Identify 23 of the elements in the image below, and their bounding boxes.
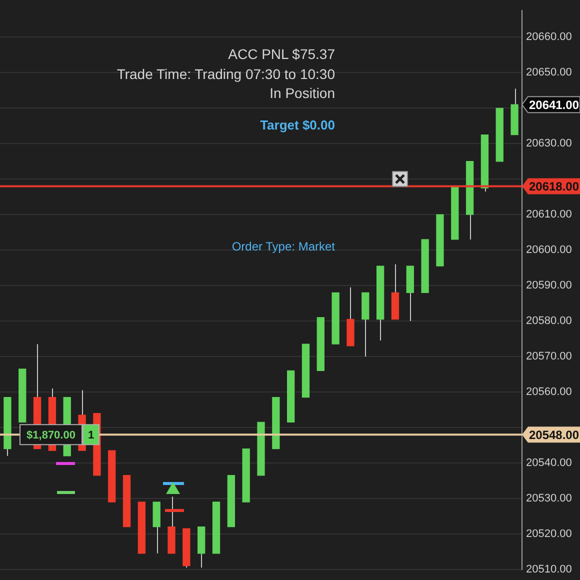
annotation: ACC PNL $75.37 [228, 46, 336, 62]
y-tick-label: 20650.00 [526, 66, 572, 79]
ref-line-label: 20618.00 [528, 180, 580, 194]
y-tick-label: 20660.00 [526, 31, 572, 44]
ref-line-label: 20548.00 [528, 428, 580, 442]
y-tick-label: 20520.00 [526, 528, 572, 540]
y-tick-label: 20570.00 [526, 350, 572, 363]
annotation: Order Type: Market [232, 239, 336, 254]
y-tick-label: 20530.00 [526, 492, 572, 504]
y-tick-label: 20610.00 [526, 208, 572, 221]
y-tick-label: 20600.00 [526, 244, 572, 256]
y-tick-label: 20630.00 [526, 138, 572, 150]
y-tick-label: 20540.00 [526, 456, 572, 469]
annotation: 1 [88, 430, 94, 442]
annotation: Trade Time: Trading 07:30 to 10:30 [116, 66, 336, 82]
annotation: Target $0.00 [260, 118, 335, 133]
y-tick-label: 20560.00 [526, 386, 572, 398]
y-tick-label: 20590.00 [526, 280, 572, 292]
y-tick-label: 20510.00 [526, 563, 572, 576]
annotation: $1,870.00 [26, 430, 76, 442]
y-tick-label: 20580.00 [526, 315, 572, 328]
annotation: In Position [270, 84, 335, 101]
text: 20641.00 [528, 98, 580, 112]
